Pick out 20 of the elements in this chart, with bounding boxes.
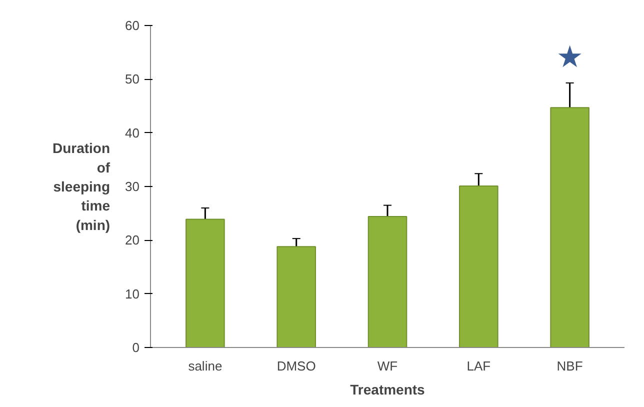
x-axis-title: Treatments <box>350 382 426 398</box>
annotation: ★ <box>556 40 584 76</box>
x-tick-label: WF <box>377 358 398 374</box>
bar <box>550 107 590 348</box>
y-tick-label: 60 <box>125 18 140 33</box>
x-tick-label: NBF <box>556 358 583 374</box>
y-tick-label: 20 <box>125 232 140 248</box>
y-tick-label: 10 <box>125 286 140 302</box>
y-tick-label: 40 <box>125 125 140 140</box>
bar <box>186 218 225 348</box>
bar <box>459 185 498 348</box>
y-tick-label: 0 <box>132 340 140 355</box>
bar <box>368 216 408 348</box>
y-tick-label: 30 <box>125 179 140 194</box>
x-tick-label: LAF <box>466 358 491 374</box>
y-axis-title: Duration of sleeping time (min) <box>52 140 110 233</box>
y-tick-label: 50 <box>125 72 140 87</box>
bar <box>276 246 316 348</box>
x-tick-label: DMSO <box>276 358 316 374</box>
x-tick-label: saline <box>188 358 222 374</box>
